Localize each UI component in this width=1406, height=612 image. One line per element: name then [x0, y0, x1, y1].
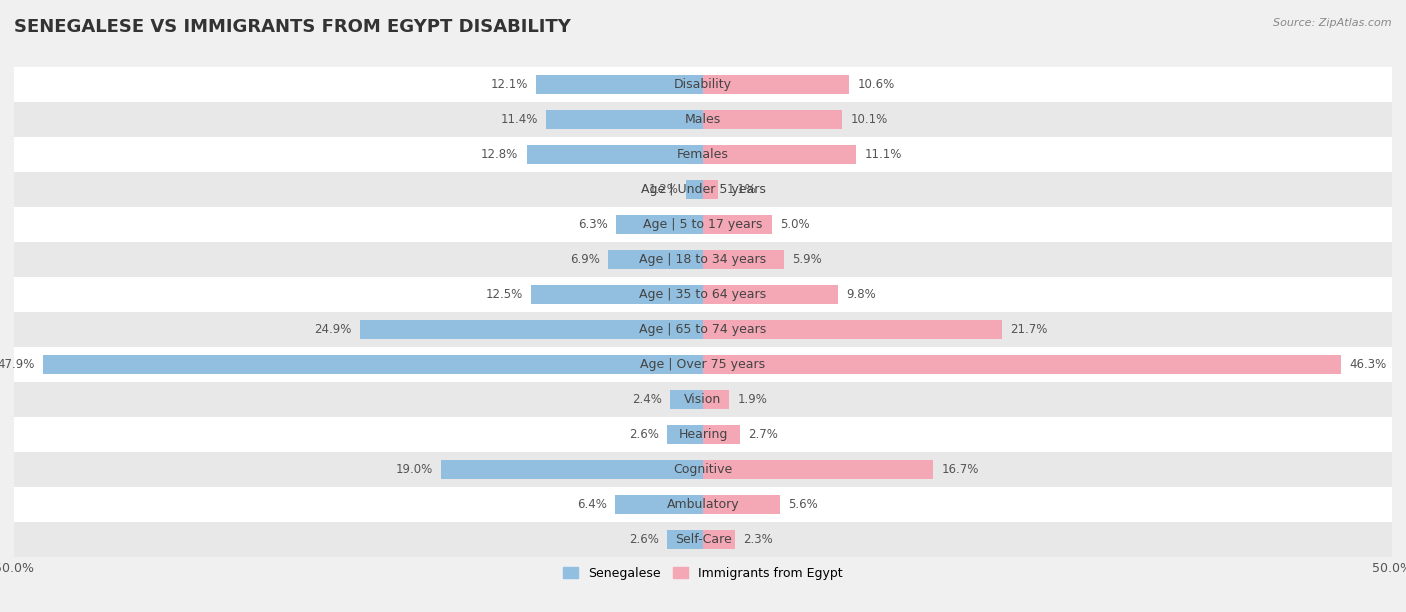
Text: 21.7%: 21.7% [1011, 323, 1047, 336]
Text: 5.9%: 5.9% [793, 253, 823, 266]
Text: Females: Females [678, 148, 728, 161]
Bar [703, 110, 842, 129]
Text: 24.9%: 24.9% [315, 323, 352, 336]
Text: Age | Under 5 years: Age | Under 5 years [641, 183, 765, 196]
Text: 1.2%: 1.2% [648, 183, 678, 196]
Bar [14, 382, 1392, 417]
Bar [14, 312, 1392, 347]
Text: 1.1%: 1.1% [727, 183, 756, 196]
Bar [703, 75, 849, 94]
Text: Age | Over 75 years: Age | Over 75 years [641, 358, 765, 371]
Bar [14, 522, 1392, 557]
Text: Males: Males [685, 113, 721, 126]
Text: 5.0%: 5.0% [780, 218, 810, 231]
Text: 5.6%: 5.6% [789, 498, 818, 511]
Bar [14, 242, 1392, 277]
Bar [703, 320, 1002, 339]
Bar [703, 425, 740, 444]
Text: 46.3%: 46.3% [1350, 358, 1386, 371]
Bar [527, 145, 703, 165]
Bar [703, 355, 1341, 374]
Text: 2.4%: 2.4% [631, 393, 662, 406]
Text: 2.6%: 2.6% [628, 428, 659, 441]
Text: 9.8%: 9.8% [846, 288, 876, 301]
Bar [546, 110, 703, 129]
Text: Hearing: Hearing [678, 428, 728, 441]
Text: Age | 65 to 74 years: Age | 65 to 74 years [640, 323, 766, 336]
Text: Source: ZipAtlas.com: Source: ZipAtlas.com [1274, 18, 1392, 28]
Bar [668, 530, 703, 549]
Bar [703, 530, 735, 549]
Bar [703, 390, 730, 409]
Text: 12.5%: 12.5% [485, 288, 523, 301]
Bar [607, 250, 703, 269]
Text: 47.9%: 47.9% [0, 358, 35, 371]
Text: Cognitive: Cognitive [673, 463, 733, 476]
Text: 10.1%: 10.1% [851, 113, 887, 126]
Bar [668, 425, 703, 444]
Bar [14, 172, 1392, 207]
Text: Age | 18 to 34 years: Age | 18 to 34 years [640, 253, 766, 266]
Bar [14, 417, 1392, 452]
Text: 19.0%: 19.0% [395, 463, 433, 476]
Bar [703, 145, 856, 165]
Bar [14, 452, 1392, 487]
Bar [14, 207, 1392, 242]
Bar [703, 495, 780, 514]
Bar [703, 250, 785, 269]
Text: 2.7%: 2.7% [748, 428, 779, 441]
Text: 6.9%: 6.9% [569, 253, 599, 266]
Bar [614, 495, 703, 514]
Text: 12.8%: 12.8% [481, 148, 519, 161]
Bar [703, 285, 838, 304]
Text: 11.1%: 11.1% [865, 148, 901, 161]
Text: 6.4%: 6.4% [576, 498, 606, 511]
Bar [14, 347, 1392, 382]
Text: Ambulatory: Ambulatory [666, 498, 740, 511]
Bar [536, 75, 703, 94]
Bar [703, 460, 934, 479]
Bar [14, 67, 1392, 102]
Text: 12.1%: 12.1% [491, 78, 529, 91]
Text: Age | 5 to 17 years: Age | 5 to 17 years [644, 218, 762, 231]
Text: 11.4%: 11.4% [501, 113, 537, 126]
Text: Age | 35 to 64 years: Age | 35 to 64 years [640, 288, 766, 301]
Text: 2.6%: 2.6% [628, 533, 659, 546]
Text: 10.6%: 10.6% [858, 78, 894, 91]
Legend: Senegalese, Immigrants from Egypt: Senegalese, Immigrants from Egypt [558, 562, 848, 585]
Text: 1.9%: 1.9% [738, 393, 768, 406]
Bar [14, 487, 1392, 522]
Text: 2.3%: 2.3% [742, 533, 773, 546]
Bar [14, 137, 1392, 172]
Bar [531, 285, 703, 304]
Bar [616, 215, 703, 234]
Bar [44, 355, 703, 374]
Bar [703, 215, 772, 234]
Text: Self-Care: Self-Care [675, 533, 731, 546]
Bar [686, 180, 703, 200]
Bar [14, 102, 1392, 137]
Bar [441, 460, 703, 479]
Text: 16.7%: 16.7% [942, 463, 979, 476]
Bar [703, 180, 718, 200]
Bar [669, 390, 703, 409]
Bar [360, 320, 703, 339]
Text: Disability: Disability [673, 78, 733, 91]
Bar [14, 277, 1392, 312]
Text: Vision: Vision [685, 393, 721, 406]
Text: 6.3%: 6.3% [578, 218, 607, 231]
Text: SENEGALESE VS IMMIGRANTS FROM EGYPT DISABILITY: SENEGALESE VS IMMIGRANTS FROM EGYPT DISA… [14, 18, 571, 36]
